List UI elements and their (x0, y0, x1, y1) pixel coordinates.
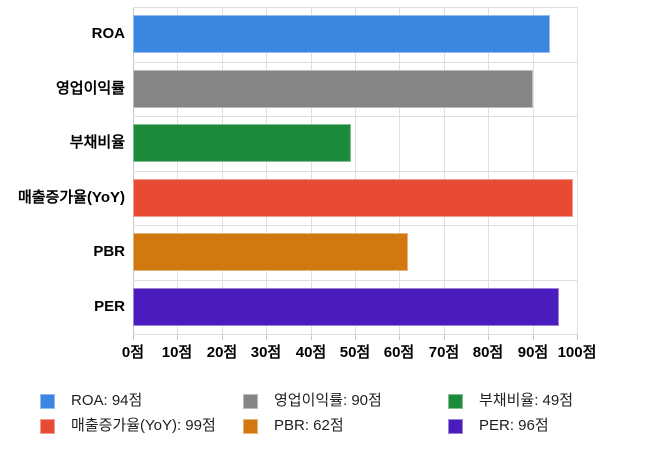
legend-item-label: ROA: 94점 (71, 392, 143, 409)
gridline-vertical (266, 7, 268, 334)
legend-item: 부채비율: 49점 (448, 393, 573, 409)
bar-PBR (133, 233, 408, 271)
legend-item-label: 부채비율: 49점 (479, 392, 574, 409)
bar-PER (133, 288, 559, 326)
category-label: ROA (91, 25, 125, 42)
x-tick-mark (266, 334, 267, 340)
legend-color-swatch (40, 393, 55, 409)
x-tick-mark (133, 334, 134, 340)
x-tick-mark (222, 334, 223, 340)
gridline-vertical (443, 7, 445, 334)
legend-item-label: PER: 96점 (479, 417, 549, 434)
x-tick-label: 40점 (295, 344, 327, 361)
x-tick-mark (311, 334, 312, 340)
legend-item: ROA: 94점 (40, 393, 142, 409)
legend-color-swatch (40, 418, 55, 434)
bar-ROA (133, 15, 550, 53)
bar-매출증가율(YoY) (133, 179, 573, 217)
legend-color-swatch (448, 418, 463, 434)
x-tick-mark (533, 334, 534, 340)
gridline-vertical (488, 7, 490, 334)
category-label: 부채비율 (69, 134, 125, 151)
plot-area (133, 7, 578, 335)
category-label: PER (94, 298, 125, 315)
x-tick-mark (177, 334, 178, 340)
legend-item: PER: 96점 (448, 418, 549, 434)
legend-color-swatch (243, 393, 258, 409)
gridline-vertical (577, 7, 578, 334)
gridline-horizontal (133, 225, 577, 226)
bar-부채비율 (133, 124, 351, 162)
x-tick-label: 80점 (472, 344, 504, 361)
legend-item-label: PBR: 62점 (274, 417, 344, 434)
legend-item: PBR: 62점 (243, 418, 344, 434)
legend-item: 매출증가율(YoY): 99점 (40, 418, 216, 434)
x-tick-label: 90점 (517, 344, 549, 361)
category-label: 영업이익률 (55, 80, 125, 97)
x-tick-mark (355, 334, 356, 340)
gridline-horizontal (133, 7, 577, 8)
legend-item-label: 영업이익률: 90점 (274, 392, 382, 409)
x-tick-mark (488, 334, 489, 340)
x-tick-mark (577, 334, 578, 340)
x-tick-label: 0점 (121, 344, 145, 361)
gridline-horizontal (133, 62, 577, 63)
gridline-vertical (221, 7, 223, 334)
gridline-vertical (399, 7, 401, 334)
gridline-vertical (177, 7, 179, 334)
gridline-vertical (310, 7, 312, 334)
category-label: PBR (93, 243, 125, 260)
x-tick-label: 30점 (250, 344, 282, 361)
gridline-horizontal (133, 280, 577, 281)
legend-color-swatch (448, 393, 463, 409)
gridline-horizontal (133, 171, 577, 172)
x-tick-label: 10점 (161, 344, 193, 361)
x-tick-mark (399, 334, 400, 340)
gridline-horizontal (133, 116, 577, 117)
category-label: 매출증가율(YoY) (17, 189, 125, 206)
gridline-vertical (355, 7, 356, 334)
gridline-vertical (532, 7, 534, 334)
x-tick-label: 20점 (206, 344, 238, 361)
legend-item-label: 매출증가율(YoY): 99점 (71, 417, 216, 434)
bar-영업이익률 (133, 70, 533, 108)
x-tick-mark (444, 334, 445, 340)
legend-item: 영업이익률: 90점 (243, 393, 382, 409)
y-axis-line (133, 7, 134, 334)
x-tick-label: 50점 (339, 344, 371, 361)
x-tick-label: 60점 (383, 344, 415, 361)
x-tick-label: 70점 (428, 344, 460, 361)
x-tick-label: 100점 (557, 344, 597, 361)
legend-color-swatch (243, 418, 258, 434)
